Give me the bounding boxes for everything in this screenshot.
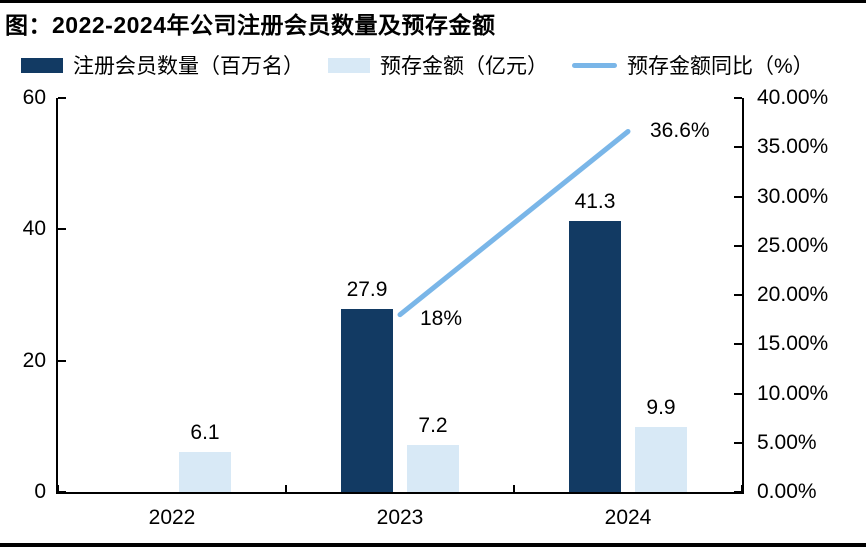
chart-title: 图：2022-2024年公司注册会员数量及预存金额 <box>5 12 496 38</box>
y-axis-right-tick <box>734 441 742 444</box>
legend-item-0: 注册会员数量（百万名） <box>21 50 304 80</box>
bar-registered-members <box>569 220 621 492</box>
y-axis-right-tick-label: 30.00% <box>757 184 829 208</box>
legend-bar-swatch-icon <box>328 57 370 73</box>
y-axis-right-tick <box>734 195 742 198</box>
y-axis-right-tick-label: 0.00% <box>757 480 817 503</box>
y-axis-left-tick-label: 20 <box>22 348 46 372</box>
y-axis-left-tick <box>58 359 66 362</box>
bar-value-label: 7.2 <box>418 413 448 437</box>
line-value-label: 36.6% <box>650 119 710 143</box>
plot-area: 27.9 41.3 6.1 7.2 9.9 18% 36.6% <box>56 97 744 494</box>
y-axis-left-tick-label: 40 <box>22 217 46 241</box>
x-axis-tick <box>741 485 743 492</box>
bar-registered-members <box>341 308 393 492</box>
y-axis-right-tick-label: 10.00% <box>757 381 829 405</box>
y-axis-right-tick-label: 15.00% <box>757 332 829 356</box>
y-axis-right-tick <box>734 343 742 346</box>
legend-item-1: 预存金额（亿元） <box>328 50 548 80</box>
bar-value-label: 41.3 <box>574 189 616 213</box>
top-border-rule <box>0 0 866 3</box>
bar-value-label: 9.9 <box>646 395 676 419</box>
bottom-border-rule <box>0 543 866 547</box>
x-axis-tick <box>285 485 287 492</box>
y-axis-right-tick <box>734 244 742 247</box>
y-axis-right-tick-label: 40.00% <box>757 86 829 109</box>
y-axis-right-tick-label: 5.00% <box>757 430 817 454</box>
y-axis-right-tick <box>734 294 742 296</box>
bar-prepaid-amount <box>635 427 687 492</box>
x-axis-category-label: 2024 <box>604 506 652 529</box>
y-axis-left-tick-label: 0 <box>34 480 46 503</box>
legend-item-2: 预存金额同比（%） <box>572 50 814 80</box>
legend-line-swatch-icon <box>572 62 617 68</box>
y-axis-left-tick-label: 60 <box>22 86 46 109</box>
legend-bar-swatch-icon <box>21 57 63 73</box>
y-axis-right-tick <box>734 146 742 149</box>
y-axis-left-tick <box>58 97 66 99</box>
bar-prepaid-amount <box>179 451 231 492</box>
bar-value-label: 27.9 <box>346 277 388 301</box>
y-axis-right-tick-label: 20.00% <box>757 283 829 306</box>
bar-prepaid-amount <box>407 444 459 492</box>
legend-label: 注册会员数量（百万名） <box>73 55 304 78</box>
y-axis-right-tick-label: 25.00% <box>757 233 829 257</box>
y-axis-right-tick <box>734 97 742 99</box>
y-axis-left-tick <box>58 491 66 493</box>
y-axis-right-tick <box>734 392 742 395</box>
x-axis-tick <box>57 485 59 492</box>
line-value-label: 18% <box>420 306 463 330</box>
x-axis-category-label: 2023 <box>376 506 424 529</box>
x-axis-tick <box>513 485 515 492</box>
legend: 注册会员数量（百万名） 预存金额（亿元） 预存金额同比（%） <box>21 52 814 78</box>
y-axis-left-tick <box>58 228 66 231</box>
y-axis-right-tick-label: 35.00% <box>757 135 829 159</box>
y-axis-right-tick <box>734 491 742 493</box>
legend-label: 预存金额同比（%） <box>627 55 814 78</box>
legend-label: 预存金额（亿元） <box>380 55 548 78</box>
growth-line <box>397 129 631 318</box>
x-axis-category-label: 2022 <box>148 506 196 529</box>
bar-value-label: 6.1 <box>190 420 220 444</box>
